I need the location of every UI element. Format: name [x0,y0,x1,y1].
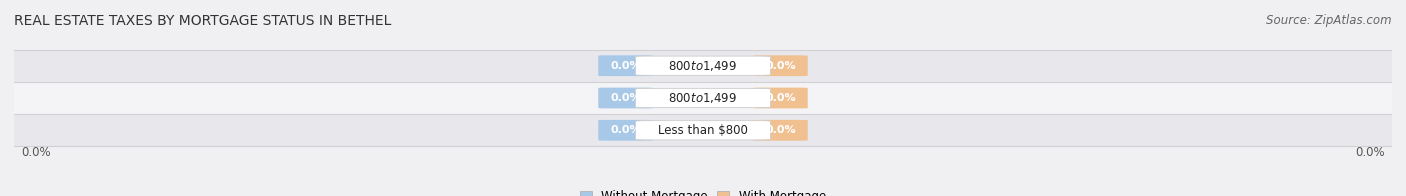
Text: 0.0%: 0.0% [765,61,796,71]
FancyBboxPatch shape [754,88,807,108]
Bar [14,50,1392,82]
Legend: Without Mortgage, With Mortgage: Without Mortgage, With Mortgage [575,185,831,196]
FancyBboxPatch shape [1358,88,1399,108]
Text: 0.0%: 0.0% [765,93,796,103]
FancyBboxPatch shape [7,55,48,76]
Text: 0.0%: 0.0% [21,146,51,159]
FancyBboxPatch shape [599,55,652,76]
FancyBboxPatch shape [599,88,652,108]
FancyBboxPatch shape [636,56,770,75]
Bar [14,82,1392,114]
Text: $800 to $1,499: $800 to $1,499 [668,59,738,73]
Text: 0.0%: 0.0% [610,61,641,71]
Text: 0.0%: 0.0% [610,125,641,135]
Text: 0.0%: 0.0% [765,125,796,135]
FancyBboxPatch shape [1358,120,1399,141]
FancyBboxPatch shape [636,88,770,108]
FancyBboxPatch shape [7,120,48,141]
Text: 0.0%: 0.0% [610,93,641,103]
Bar [14,114,1392,146]
FancyBboxPatch shape [636,121,770,140]
FancyBboxPatch shape [7,88,48,108]
FancyBboxPatch shape [754,120,807,141]
Text: Less than $800: Less than $800 [658,124,748,137]
FancyBboxPatch shape [599,120,652,141]
Text: Source: ZipAtlas.com: Source: ZipAtlas.com [1267,14,1392,27]
Text: $800 to $1,499: $800 to $1,499 [668,91,738,105]
Text: 0.0%: 0.0% [1355,146,1385,159]
FancyBboxPatch shape [1358,55,1399,76]
Text: REAL ESTATE TAXES BY MORTGAGE STATUS IN BETHEL: REAL ESTATE TAXES BY MORTGAGE STATUS IN … [14,14,391,28]
FancyBboxPatch shape [754,55,807,76]
